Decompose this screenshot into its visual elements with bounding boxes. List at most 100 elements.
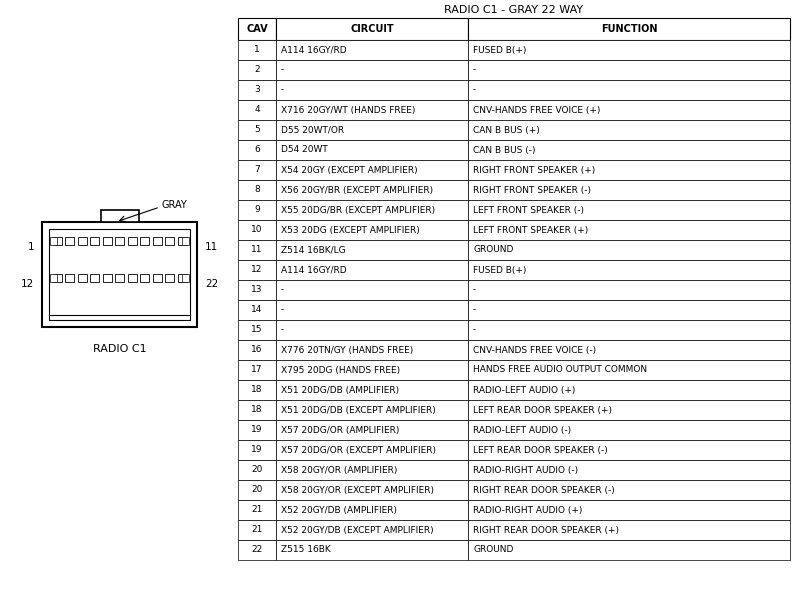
Bar — [276, 240, 468, 260]
Text: FUSED B(+): FUSED B(+) — [473, 46, 526, 55]
Bar — [178, 237, 186, 245]
Bar — [276, 320, 468, 340]
Text: RIGHT REAR DOOR SPEAKER (+): RIGHT REAR DOOR SPEAKER (+) — [473, 525, 619, 534]
Text: -: - — [281, 86, 284, 94]
Bar — [238, 500, 276, 520]
Text: RADIO C1 - GRAY 22 WAY: RADIO C1 - GRAY 22 WAY — [445, 5, 583, 15]
Text: CAN B BUS (+): CAN B BUS (+) — [473, 125, 540, 134]
Bar — [238, 300, 276, 320]
Bar — [276, 160, 468, 180]
Bar — [276, 420, 468, 440]
Bar — [276, 18, 468, 40]
Bar — [238, 480, 276, 500]
Bar — [276, 480, 468, 500]
Text: FUSED B(+): FUSED B(+) — [473, 266, 526, 274]
Text: X53 20DG (EXCEPT AMPLIFIER): X53 20DG (EXCEPT AMPLIFIER) — [281, 226, 420, 235]
Bar — [238, 540, 276, 560]
Bar — [153, 274, 162, 282]
Bar — [238, 200, 276, 220]
Bar — [468, 180, 790, 200]
Text: 17: 17 — [251, 365, 262, 375]
Bar — [276, 40, 468, 60]
Bar — [78, 237, 86, 245]
Text: 22: 22 — [205, 279, 218, 289]
Text: A114 16GY/RD: A114 16GY/RD — [281, 266, 346, 274]
Bar — [49, 229, 190, 320]
Text: 22: 22 — [251, 545, 262, 554]
Bar — [238, 400, 276, 420]
Text: Z514 16BK/LG: Z514 16BK/LG — [281, 246, 346, 255]
Text: 6: 6 — [254, 145, 260, 154]
Text: GRAY: GRAY — [162, 200, 188, 210]
Bar — [276, 440, 468, 460]
Bar — [238, 60, 276, 80]
Bar — [115, 274, 124, 282]
Bar — [468, 220, 790, 240]
Text: 21: 21 — [251, 505, 262, 514]
Text: X56 20GY/BR (EXCEPT AMPLIFIER): X56 20GY/BR (EXCEPT AMPLIFIER) — [281, 185, 433, 195]
Bar — [238, 440, 276, 460]
Bar — [468, 160, 790, 180]
Bar — [276, 100, 468, 120]
Bar — [238, 340, 276, 360]
Bar — [238, 320, 276, 340]
Bar — [140, 274, 149, 282]
Bar — [276, 300, 468, 320]
Text: A114 16GY/RD: A114 16GY/RD — [281, 46, 346, 55]
Bar — [50, 237, 57, 245]
Text: RADIO-LEFT AUDIO (-): RADIO-LEFT AUDIO (-) — [473, 426, 571, 435]
Bar — [182, 274, 189, 282]
Bar — [468, 460, 790, 480]
Bar — [276, 120, 468, 140]
Bar — [238, 420, 276, 440]
Bar — [468, 300, 790, 320]
Bar — [238, 240, 276, 260]
Text: -: - — [281, 325, 284, 334]
Bar — [65, 237, 74, 245]
Bar — [238, 260, 276, 280]
Bar — [276, 60, 468, 80]
Bar — [468, 140, 790, 160]
Bar — [238, 180, 276, 200]
Bar — [238, 280, 276, 300]
Text: D54 20WT: D54 20WT — [281, 145, 328, 154]
Bar — [102, 237, 111, 245]
Bar — [276, 80, 468, 100]
Bar — [165, 274, 174, 282]
Bar — [276, 280, 468, 300]
Bar — [276, 460, 468, 480]
Text: 11: 11 — [205, 242, 218, 252]
Bar — [468, 360, 790, 380]
Text: Z515 16BK: Z515 16BK — [281, 545, 330, 554]
Text: X58 20GY/OR (EXCEPT AMPLIFIER): X58 20GY/OR (EXCEPT AMPLIFIER) — [281, 486, 434, 494]
Bar — [276, 180, 468, 200]
Text: 7: 7 — [254, 165, 260, 174]
Text: 20: 20 — [251, 486, 262, 494]
Text: RIGHT REAR DOOR SPEAKER (-): RIGHT REAR DOOR SPEAKER (-) — [473, 486, 614, 494]
Text: X52 20GY/DB (EXCEPT AMPLIFIER): X52 20GY/DB (EXCEPT AMPLIFIER) — [281, 525, 434, 534]
Bar — [276, 360, 468, 380]
Bar — [276, 140, 468, 160]
Text: CAV: CAV — [246, 24, 268, 34]
Text: 16: 16 — [251, 345, 262, 354]
Bar — [238, 460, 276, 480]
Bar — [127, 237, 137, 245]
Text: X55 20DG/BR (EXCEPT AMPLIFIER): X55 20DG/BR (EXCEPT AMPLIFIER) — [281, 206, 435, 215]
Text: -: - — [281, 286, 284, 294]
Text: -: - — [281, 305, 284, 314]
Bar — [42, 222, 197, 327]
Bar — [101, 210, 138, 222]
Bar — [238, 120, 276, 140]
Text: X57 20DG/OR (AMPLIFIER): X57 20DG/OR (AMPLIFIER) — [281, 426, 399, 435]
Text: LEFT FRONT SPEAKER (-): LEFT FRONT SPEAKER (-) — [473, 206, 584, 215]
Text: -: - — [281, 66, 284, 75]
Text: FUNCTION: FUNCTION — [601, 24, 658, 34]
Bar — [468, 520, 790, 540]
Text: 15: 15 — [251, 325, 262, 334]
Bar — [238, 100, 276, 120]
Bar — [53, 237, 62, 245]
Text: GROUND: GROUND — [473, 545, 514, 554]
Bar — [468, 480, 790, 500]
Text: 11: 11 — [251, 246, 262, 255]
Bar — [238, 80, 276, 100]
